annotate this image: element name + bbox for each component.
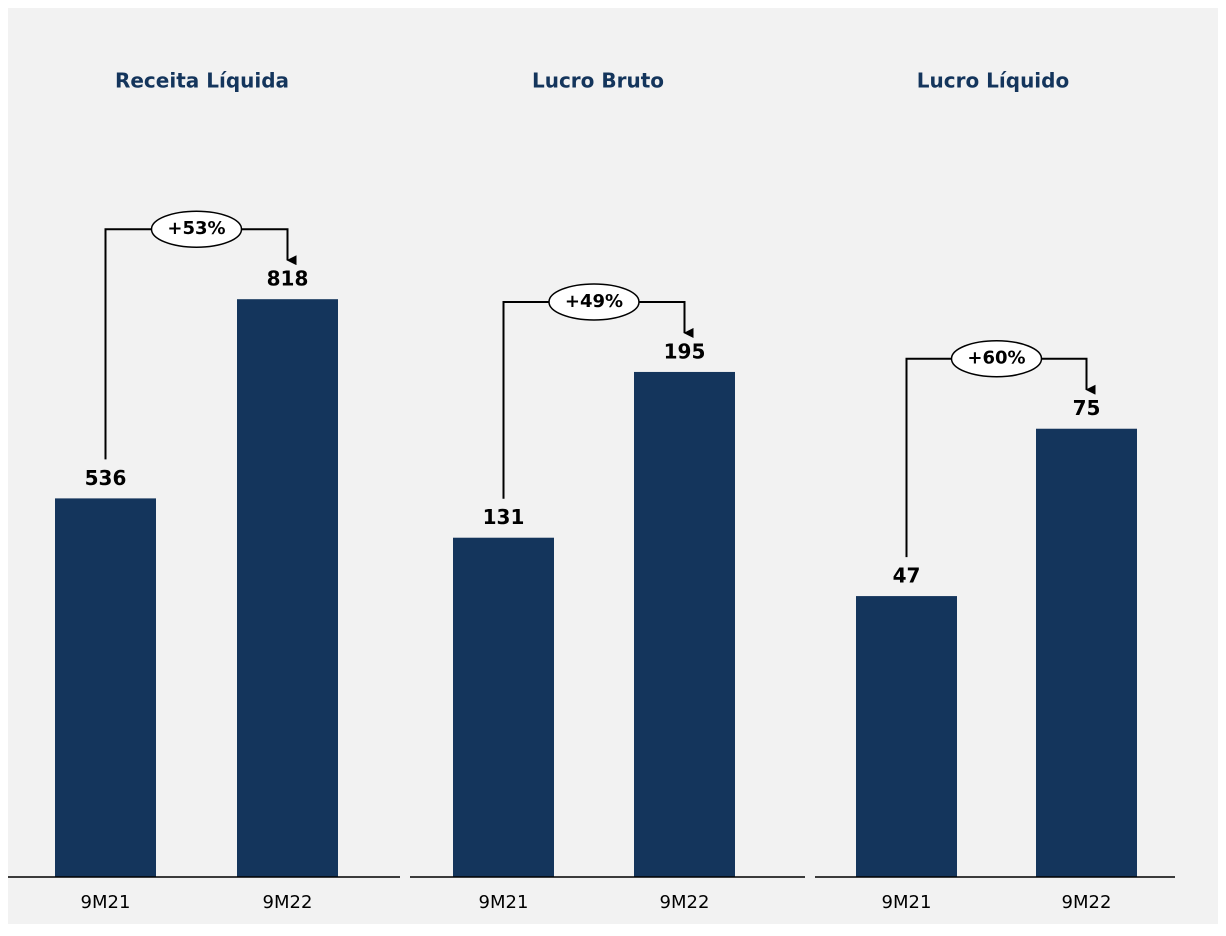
panel-title: Receita Líquida [115, 69, 289, 93]
x-tick-label: 9M21 [479, 892, 529, 913]
annotation-bubble [950, 339, 1043, 378]
value-label: 47 [893, 564, 921, 588]
bar [1036, 428, 1137, 877]
value-label: 818 [267, 267, 309, 291]
value-label: 536 [85, 466, 127, 490]
panel-title: Lucro Bruto [532, 69, 664, 93]
annotation-bubble [150, 210, 243, 248]
value-label: 195 [664, 339, 706, 363]
value-label: 75 [1073, 396, 1101, 420]
bar [55, 498, 156, 877]
x-tick-label: 9M22 [1062, 892, 1112, 913]
panel-title: Lucro Líquido [917, 69, 1069, 93]
bar [856, 596, 957, 877]
background [8, 8, 1218, 924]
bar [237, 299, 338, 877]
x-tick-label: 9M22 [263, 892, 313, 913]
x-tick-label: 9M22 [660, 892, 710, 913]
annotation: +60% [967, 348, 1025, 369]
annotation: +53% [167, 218, 225, 239]
x-tick-label: 9M21 [81, 892, 131, 913]
bar [634, 371, 735, 877]
x-tick-label: 9M21 [882, 892, 932, 913]
annotation: +49% [565, 291, 623, 312]
value-label: 131 [483, 505, 525, 529]
annotation-bubble [548, 283, 640, 321]
bar [453, 537, 554, 877]
